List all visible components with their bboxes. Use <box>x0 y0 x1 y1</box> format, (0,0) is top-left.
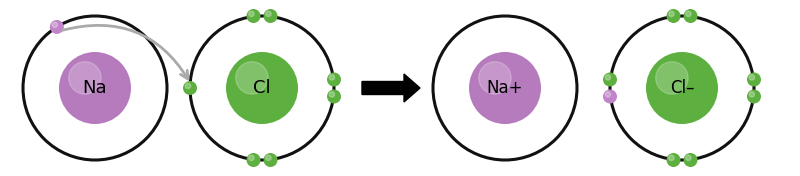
Circle shape <box>330 92 334 97</box>
Circle shape <box>686 155 691 161</box>
Circle shape <box>226 52 298 124</box>
Circle shape <box>683 9 698 23</box>
FancyArrowPatch shape <box>62 25 188 79</box>
Circle shape <box>683 153 698 167</box>
Circle shape <box>69 62 101 94</box>
Circle shape <box>266 155 271 161</box>
Circle shape <box>669 155 674 161</box>
Circle shape <box>666 153 681 167</box>
Circle shape <box>330 75 334 80</box>
Circle shape <box>59 52 131 124</box>
Text: Na+: Na+ <box>486 79 523 97</box>
Circle shape <box>469 52 541 124</box>
Circle shape <box>747 73 761 86</box>
Circle shape <box>327 73 341 86</box>
Circle shape <box>263 9 278 23</box>
Circle shape <box>478 62 511 94</box>
Circle shape <box>246 153 261 167</box>
Circle shape <box>646 52 718 124</box>
Circle shape <box>606 92 610 97</box>
Circle shape <box>246 9 261 23</box>
Circle shape <box>52 22 58 27</box>
Circle shape <box>656 62 688 94</box>
Circle shape <box>603 73 617 86</box>
Circle shape <box>747 90 761 103</box>
Circle shape <box>603 90 617 103</box>
Circle shape <box>249 11 254 17</box>
Circle shape <box>686 11 691 17</box>
Text: Cl–: Cl– <box>670 79 694 97</box>
Circle shape <box>606 75 610 80</box>
Circle shape <box>266 11 271 17</box>
FancyArrow shape <box>362 74 420 102</box>
Circle shape <box>263 153 278 167</box>
Circle shape <box>50 20 64 34</box>
Circle shape <box>236 62 268 94</box>
Circle shape <box>666 9 681 23</box>
Circle shape <box>183 81 197 95</box>
Text: Cl: Cl <box>253 79 271 97</box>
Circle shape <box>669 11 674 17</box>
Circle shape <box>750 75 754 80</box>
Circle shape <box>750 92 754 97</box>
Circle shape <box>249 155 254 161</box>
Text: Na: Na <box>82 79 107 97</box>
Circle shape <box>186 83 190 89</box>
Circle shape <box>327 90 341 103</box>
